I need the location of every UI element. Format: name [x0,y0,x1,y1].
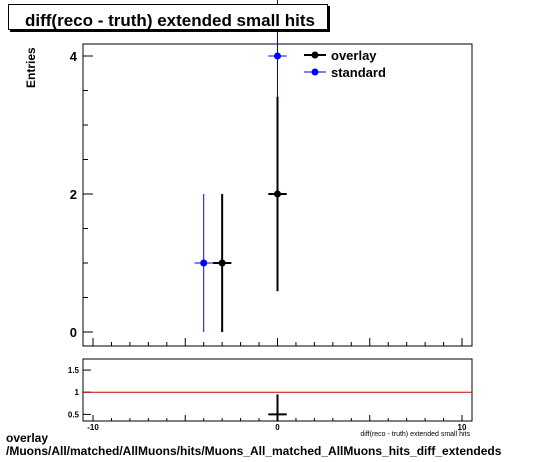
ratio-y-tick-label: 1.5 [68,366,80,375]
main-plot: 0 2 4 [70,0,463,346]
ratio-plot: 0.5 1 1.5 -10 0 10 [68,366,472,432]
overlay-point [274,190,281,198]
standard-point [200,259,208,267]
footer-line-1: overlay [6,431,49,445]
legend: overlay standard [304,48,386,80]
legend-standard-marker [311,68,319,76]
x-tick-label: 10 [458,423,467,432]
y-tick-label: 4 [70,49,78,64]
x-axis-label: diff(reco - truth) extended small hits [360,431,470,438]
x-tick-label: 0 [275,423,280,432]
y-tick-label: 0 [70,325,77,340]
y-axis-label: Entries [24,47,38,88]
legend-overlay-label: overlay [331,48,377,63]
x-tick-label: -10 [87,423,99,432]
overlay-point [218,259,226,267]
legend-standard-label: standard [331,65,386,80]
standard-point [274,52,281,60]
y-tick-label: 2 [70,187,77,202]
title-box: diff(reco - truth) extended small hits [8,4,328,30]
ratio-y-tick-label: 1 [75,388,80,397]
footer-line-2: /Muons/All/matched/AllMuons/hits/Muons_A… [6,444,502,458]
ratio-y-tick-label: 0.5 [68,410,80,419]
footer: overlay /Muons/All/matched/AllMuons/hits… [6,432,501,458]
legend-overlay-marker [311,51,319,59]
chart-title: diff(reco - truth) extended small hits [25,11,315,30]
